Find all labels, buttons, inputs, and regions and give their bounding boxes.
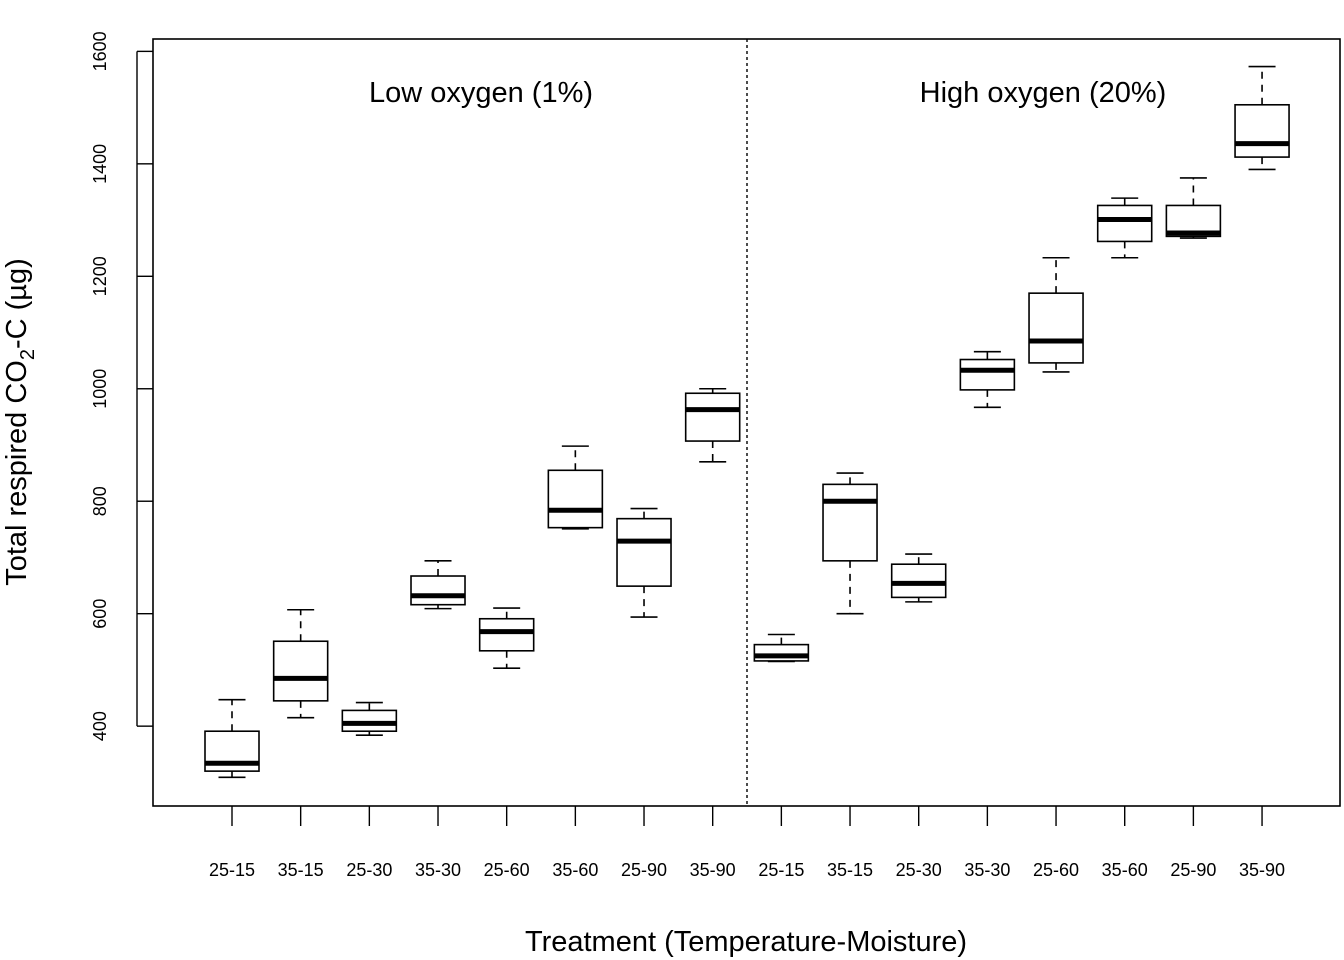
x-tick-label: 25-30 (346, 860, 392, 880)
boxplots (204, 65, 1290, 779)
x-tick-label: 25-15 (209, 860, 255, 880)
boxplot-3 (341, 701, 398, 736)
x-tick-label: 35-15 (827, 860, 873, 880)
boxplot-6 (547, 445, 604, 530)
x-tick-label: 35-30 (415, 860, 461, 880)
boxplot-15 (1165, 177, 1222, 239)
box (410, 575, 466, 606)
box (341, 709, 398, 733)
boxplot-12 (959, 350, 1016, 409)
box (959, 358, 1016, 391)
y-tick-label: 600 (90, 599, 110, 629)
x-tick-label: 35-90 (690, 860, 736, 880)
boxplot-14 (1096, 197, 1153, 259)
x-tick-label: 25-15 (758, 860, 804, 880)
x-tick-label: 25-90 (621, 860, 667, 880)
x-tick-label: 25-60 (484, 860, 530, 880)
box (272, 640, 329, 702)
boxplot-2 (272, 608, 329, 719)
x-tick-label: 35-60 (552, 860, 598, 880)
group-label-low-oxygen: Low oxygen (1%) (369, 77, 593, 109)
boxplot-10 (822, 472, 878, 615)
box (547, 469, 604, 529)
y-tick-label: 400 (90, 711, 110, 741)
y-axis-label-sub: 2 (17, 349, 39, 360)
box (478, 617, 535, 652)
x-tick-label: 35-15 (278, 860, 324, 880)
group-label-high-oxygen: High oxygen (20%) (920, 77, 1167, 109)
boxplot-7 (616, 507, 672, 618)
boxplot-9 (753, 633, 810, 663)
y-tick-label: 1600 (90, 31, 110, 71)
box (822, 483, 878, 562)
boxplot-13 (1028, 256, 1084, 373)
x-tick-label: 35-90 (1239, 860, 1285, 880)
y-axis-label-post: -C (µg) (1, 258, 33, 349)
x-axis: 25-15 35-15 25-30 35-30 25-60 35-60 25-90 35-90… (209, 806, 1285, 880)
y-tick-label: 1000 (90, 369, 110, 409)
box (1028, 292, 1084, 364)
x-tick-label: 35-30 (964, 860, 1010, 880)
x-tick-label: 25-30 (896, 860, 942, 880)
box (890, 563, 947, 599)
box (1096, 204, 1153, 243)
box (753, 643, 810, 662)
y-tick-label: 1200 (90, 256, 110, 296)
boxplot-1 (204, 698, 260, 779)
x-tick-label: 25-90 (1170, 860, 1216, 880)
boxplot-11 (890, 553, 947, 603)
box (616, 517, 672, 587)
box (1234, 103, 1290, 158)
x-tick-label: 35-60 (1102, 860, 1148, 880)
boxplot-8 (684, 387, 741, 463)
boxplot-4 (410, 560, 466, 610)
x-axis-label: Treatment (Temperature-Moisture) (525, 926, 967, 958)
boxplot-5 (478, 607, 535, 670)
x-tick-label: 25-60 (1033, 860, 1079, 880)
y-axis-label: Total respired CO2-C (µg) (1, 258, 39, 586)
box (684, 392, 741, 442)
boxplot-16 (1234, 65, 1290, 171)
y-axis-label-pre: Total respired CO (1, 360, 33, 586)
y-axis: 400 600 800 1000 1200 1400 1600 (90, 31, 153, 741)
y-tick-label: 800 (90, 486, 110, 516)
y-tick-label: 1400 (90, 144, 110, 184)
